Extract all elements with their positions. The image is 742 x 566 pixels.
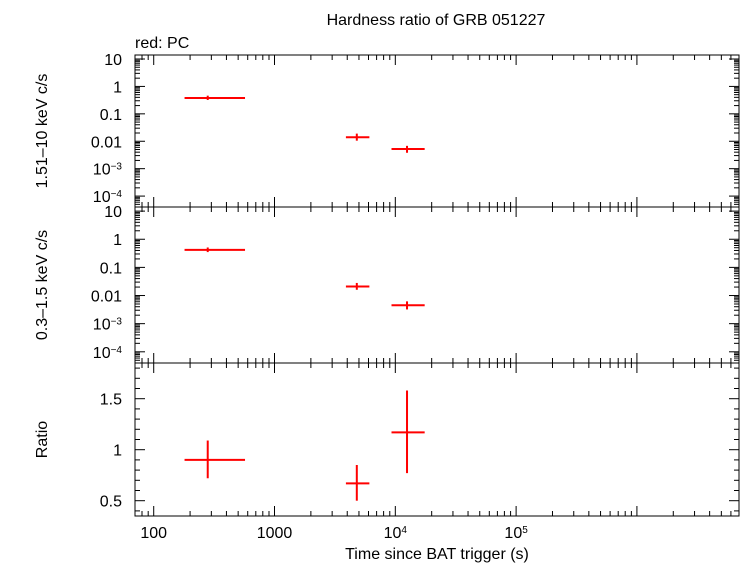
y-tick-label: 0.5	[100, 494, 122, 511]
data-point-middle-3	[391, 301, 425, 310]
y-axis-title-middle: 0.3–1.5 keV c/s	[34, 230, 51, 340]
chart-subtitle: red: PC	[135, 35, 189, 52]
data-point-top-2	[345, 133, 370, 141]
y-tick-label: 0.01	[91, 289, 122, 306]
y-tick-label: 0.1	[100, 260, 122, 277]
data-point-top-3	[391, 145, 425, 153]
data-point-middle-2	[345, 282, 370, 290]
data-point-top-1	[184, 95, 246, 100]
x-tick-label: 1000	[257, 525, 293, 542]
y-tick-label: 10	[104, 204, 122, 221]
y-tick-label: 1	[113, 232, 122, 249]
data-point-bottom-3	[391, 390, 425, 474]
y-tick-label: 1.5	[100, 392, 122, 409]
x-tick-label: 100	[140, 525, 167, 542]
y-axis-title-bottom: Ratio	[34, 421, 51, 458]
x-axis-title: Time since BAT trigger (s)	[345, 546, 529, 563]
y-tick-label: 1	[113, 79, 122, 96]
data-point-middle-1	[184, 247, 246, 253]
y-tick-label: 10	[104, 52, 122, 69]
y-tick-label: 0.1	[100, 107, 122, 124]
y-tick-label: 1	[113, 443, 122, 460]
data-point-bottom-1	[184, 440, 246, 479]
y-axis-title-top: 1.51–10 keV c/s	[34, 74, 51, 189]
y-tick-label: 0.01	[91, 134, 122, 151]
chart-title: Hardness ratio of GRB 051227	[327, 12, 546, 29]
data-point-bottom-2	[345, 465, 370, 501]
